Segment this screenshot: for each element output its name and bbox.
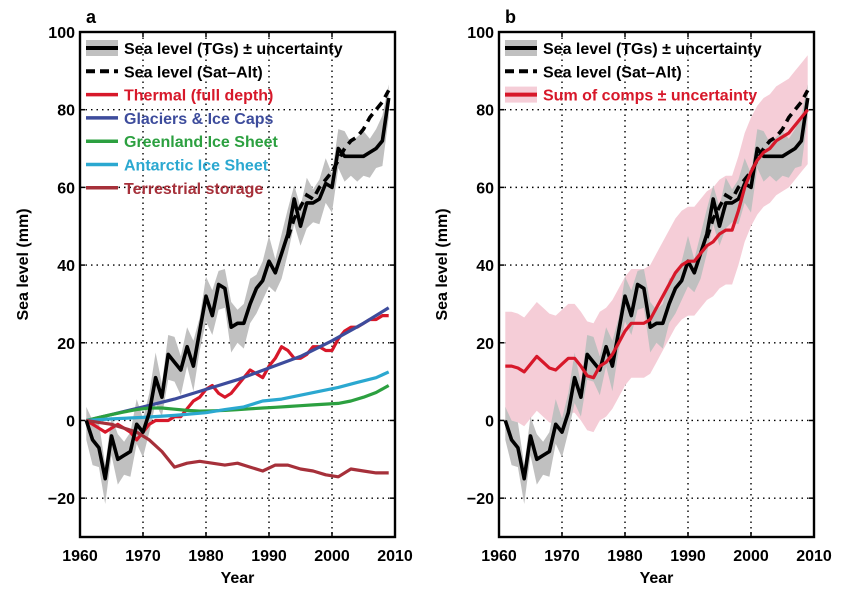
x-tick-label: 1990: [670, 548, 706, 565]
panel-label: b: [505, 7, 516, 27]
legend: Sea level (TGs) ± uncertainty Sea level (…: [505, 40, 762, 105]
y-axis-label: Sea level (mm): [434, 208, 451, 320]
tg-uncertainty-band: [86, 84, 389, 505]
y-tick-label: −20: [467, 491, 494, 508]
y-tick-label: 60: [476, 180, 494, 197]
legend: Sea level (TGs) ± uncertainty Sea level (…: [86, 40, 343, 198]
series-sea-level-tgs: [84, 97, 391, 481]
y-tick-label: 80: [476, 103, 494, 120]
x-tick-label: 2010: [377, 548, 413, 565]
legend-label: Antarctic Ice Sheet: [124, 158, 269, 175]
series-greenland-ice-sheet: [85, 384, 390, 423]
y-tick-label: 60: [57, 180, 75, 197]
series-antarctic-ice-sheet: [86, 370, 390, 423]
x-tick-label: 2010: [796, 548, 832, 565]
x-tick-label: 1970: [544, 548, 580, 565]
series-sea-level-sat-alt: [705, 89, 810, 239]
legend-label: Sea level (TGs) ± uncertainty: [543, 41, 762, 58]
legend-label: Sum of comps ± uncertainty: [543, 88, 757, 105]
y-tick-label: 80: [57, 103, 75, 120]
panel-a: 1960 1970 1980 1990 2000 2010 100 80 60 40 20 0 −20 Y…: [15, 7, 413, 587]
x-tick-label: 1960: [481, 548, 517, 565]
series-sea-level-tgs: [503, 97, 810, 481]
y-tick-label: 40: [476, 258, 494, 275]
sum-uncertainty-band: [505, 55, 808, 433]
legend-label: Greenland Ice Sheet: [124, 134, 279, 151]
legend-label: Glaciers & Ice Caps: [124, 111, 274, 128]
y-tick-label: 20: [57, 336, 75, 353]
y-tick-label: 0: [485, 413, 494, 430]
y-tick-label: 0: [66, 413, 75, 430]
x-tick-label: 1960: [62, 548, 98, 565]
y-axis-label: Sea level (mm): [15, 208, 32, 320]
y-tick-label: 100: [467, 25, 494, 42]
y-tick-label: 40: [57, 258, 75, 275]
panel-b: 1960 1970 1980 1990 2000 2010 100 80 60 40 20 0 −20 Y…: [434, 7, 832, 587]
plot-frame: [78, 30, 397, 539]
x-tick-label: 1980: [188, 548, 224, 565]
legend-label: Terrestrial storage: [124, 181, 263, 198]
x-tick-label: 1980: [607, 548, 643, 565]
plot-frame: [497, 30, 816, 539]
y-tick-label: 20: [476, 336, 494, 353]
y-tick-label: −20: [48, 491, 75, 508]
legend-label: Sea level (Sat–Alt): [124, 64, 263, 81]
series-sum-of-comps: [505, 108, 809, 380]
legend-label: Thermal (full depth): [124, 88, 273, 105]
panel-label: a: [86, 7, 97, 27]
legend-label: Sea level (Sat–Alt): [543, 64, 682, 81]
x-tick-label: 2000: [314, 548, 350, 565]
x-tick-label: 1990: [251, 548, 287, 565]
legend-label: Sea level (TGs) ± uncertainty: [124, 41, 343, 58]
tg-uncertainty-band: [505, 84, 808, 505]
x-tick-label: 2000: [733, 548, 769, 565]
x-axis-label: Year: [640, 570, 674, 587]
x-axis-label: Year: [221, 570, 255, 587]
y-tick-label: 100: [48, 25, 75, 42]
series-sea-level-sat-alt: [286, 89, 391, 239]
x-tick-label: 1970: [125, 548, 161, 565]
